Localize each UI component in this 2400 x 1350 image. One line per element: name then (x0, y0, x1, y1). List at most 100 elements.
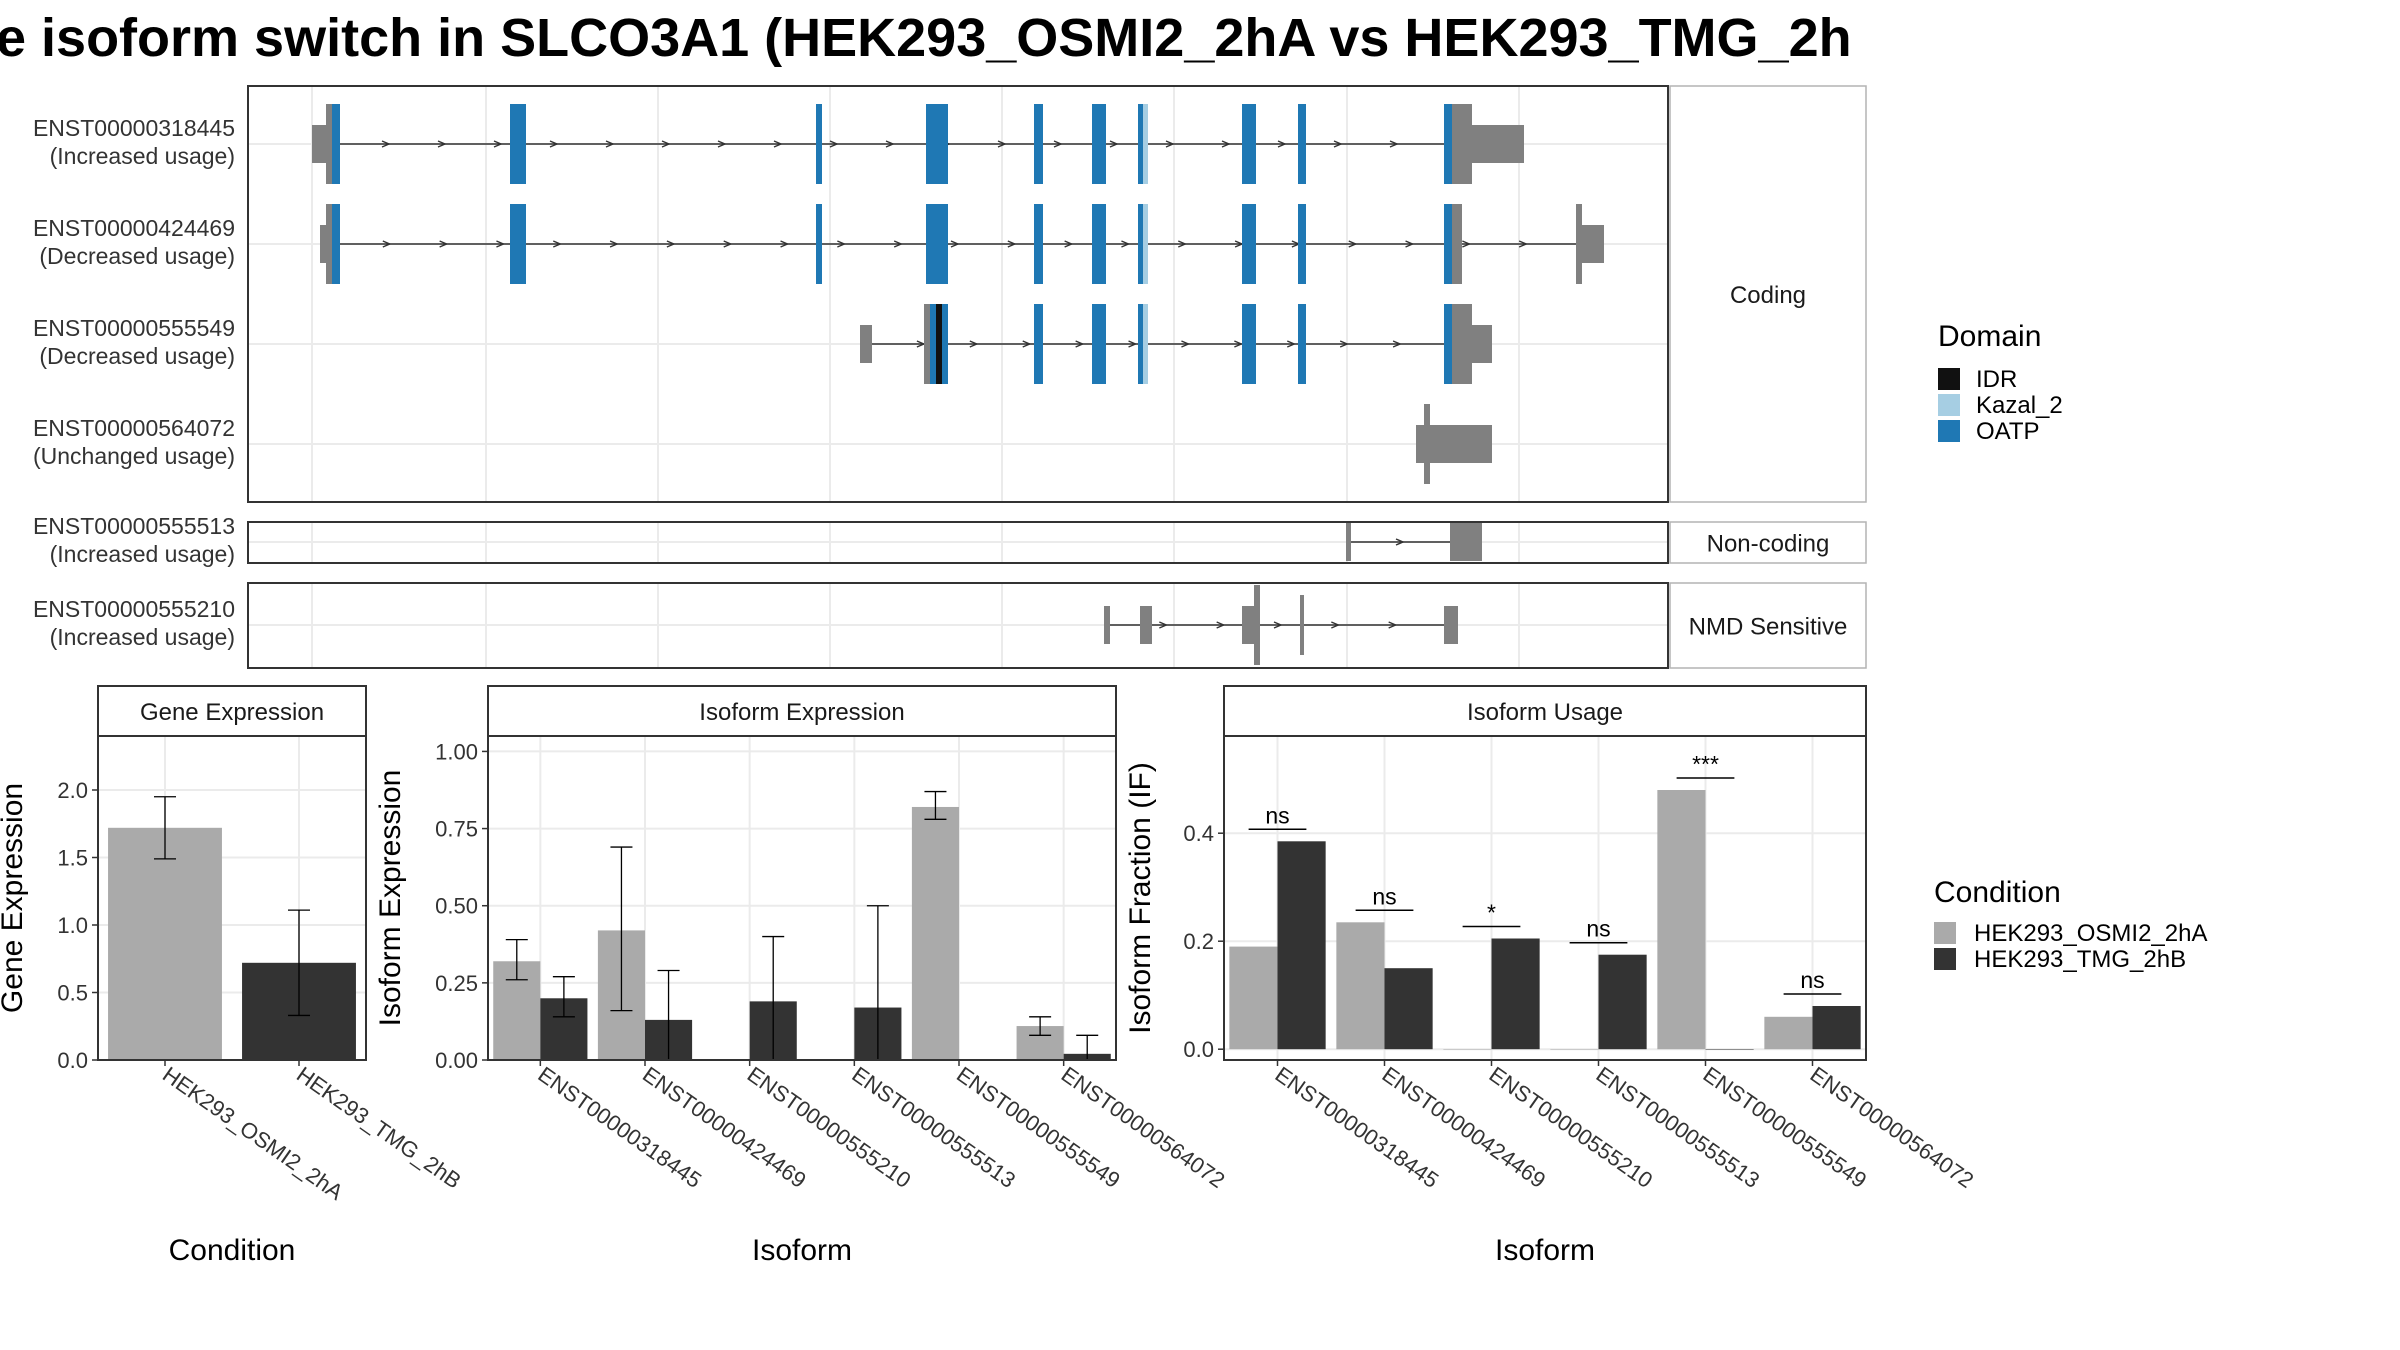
intron-arrow (893, 240, 903, 248)
legend-label-idr: IDR (1976, 366, 2017, 393)
utr-exon (1582, 225, 1604, 263)
intron-arrow (1405, 240, 1415, 248)
utr-exon (1430, 425, 1492, 463)
intron-arrow (1277, 140, 1287, 148)
oatp-domain-exon (816, 204, 822, 284)
plot-bg (1224, 736, 1866, 1060)
intron-arrow (1331, 621, 1341, 629)
transcript-structure-panel: Coding Non-coding NMD Sensitive ENST0000031… (33, 85, 1867, 669)
oatp-domain-exon (1444, 204, 1452, 284)
y-tick-label: 0.00 (435, 1048, 478, 1073)
legend-label-kazal_2: Kazal_2 (1976, 392, 2063, 419)
intron-arrow (1053, 140, 1063, 148)
transcript-id-label: ENST00000564072 (33, 415, 235, 441)
structure-panel-border (247, 582, 1669, 669)
oatp-domain-exon (926, 204, 948, 284)
domain-legend-title: Domain (1938, 320, 2041, 353)
y-axis-title: Gene Expression (0, 783, 29, 1013)
x-axis-title: Isoform (752, 1234, 852, 1267)
intron-arrow (1007, 240, 1017, 248)
y-tick-label: 0.0 (1183, 1037, 1214, 1062)
bar (1705, 1049, 1754, 1050)
group-strip (1669, 582, 1867, 669)
intron-arrow (723, 240, 733, 248)
intron-arrow (950, 240, 960, 248)
intron-arrow (549, 140, 559, 148)
oatp-domain-exon (1092, 204, 1106, 284)
y-tick-label: 0.0 (57, 1048, 88, 1073)
transcript-id-label: ENST00000555513 (33, 513, 235, 539)
nmd-exon (1300, 595, 1304, 655)
noncoding-exon (1346, 523, 1351, 561)
y-tick-label: 0.4 (1183, 821, 1214, 846)
intron-arrow (1389, 140, 1399, 148)
intron-arrow (552, 240, 563, 248)
oatp-domain-exon (1444, 304, 1452, 384)
transcript-usage-label: (Increased usage) (50, 143, 235, 169)
idr-domain-exon (936, 304, 942, 384)
intron-arrow (1181, 340, 1191, 348)
intron-arrow (1518, 240, 1528, 248)
oatp-domain-exon (1034, 304, 1043, 384)
significance-label: ns (1800, 967, 1824, 993)
legend-key-condition (1934, 948, 1956, 970)
intron-arrow (666, 240, 676, 248)
transcript-id-label: ENST00000555210 (33, 596, 235, 622)
isoform-expression-chart: Isoform Expression0.000.250.500.751.00EN… (374, 685, 1229, 1267)
transcript-id-label: ENST00000555549 (33, 315, 235, 341)
oatp-domain-exon (510, 104, 526, 184)
oatp-domain-exon (510, 204, 526, 284)
intron-arrow (1392, 340, 1402, 348)
panel-strip-label: Isoform Usage (1467, 699, 1623, 726)
intron-arrow (717, 140, 727, 148)
oatp-domain-exon (1298, 104, 1306, 184)
oatp-domain-exon (1298, 304, 1306, 384)
transcript-usage-label: (Decreased usage) (39, 343, 235, 369)
legend-key-kazal_2 (1938, 394, 1960, 416)
bar (1491, 938, 1540, 1050)
utr-exon (1452, 304, 1472, 384)
oatp-domain-exon (1298, 204, 1306, 284)
oatp-domain-exon (1242, 304, 1256, 384)
bar (1657, 790, 1706, 1050)
oatp-domain-exon (1242, 104, 1256, 184)
nmd-exon (1444, 606, 1458, 644)
group-strip-label: Non-coding (1707, 531, 1830, 558)
group-strip-label: Coding (1730, 282, 1806, 309)
oatp-domain-exon (332, 104, 340, 184)
intron-arrow (439, 240, 449, 248)
kazal-domain-exon (1143, 304, 1148, 384)
y-tick-label: 1.00 (435, 739, 478, 764)
intron-arrow (496, 240, 506, 248)
panel-strip (97, 685, 367, 737)
oatp-domain-exon (816, 104, 822, 184)
oatp-domain-exon (1444, 104, 1452, 184)
group-strip (1669, 85, 1867, 503)
bar (1550, 1049, 1599, 1050)
transcript-usage-label: (Decreased usage) (39, 243, 235, 269)
utr-exon (1424, 404, 1430, 484)
group-strip-label: NMD Sensitive (1689, 614, 1848, 641)
utr-exon (1452, 104, 1472, 184)
intron-arrow (1121, 240, 1131, 248)
intron-arrow (1395, 538, 1405, 546)
oatp-domain-exon (332, 204, 340, 284)
intron-arrow (1216, 621, 1226, 629)
nmd-exon (1242, 606, 1254, 644)
y-tick-label: 0.50 (435, 894, 478, 919)
panel-strip (487, 685, 1117, 737)
kazal-domain-exon (1143, 204, 1148, 284)
intron-arrow (1333, 140, 1343, 148)
oatp-domain-exon (1092, 104, 1106, 184)
structure-panel-border (247, 85, 1669, 503)
y-tick-label: 1.0 (57, 913, 88, 938)
structure-panel-border (247, 521, 1669, 564)
y-tick-label: 2.0 (57, 778, 88, 803)
x-axis-title: Condition (169, 1234, 296, 1267)
intron-arrow (780, 240, 790, 248)
oatp-domain-exon (1242, 204, 1256, 284)
intron-arrow (1064, 240, 1074, 248)
significance-label: * (1487, 900, 1496, 926)
intron-arrow (1462, 240, 1472, 248)
